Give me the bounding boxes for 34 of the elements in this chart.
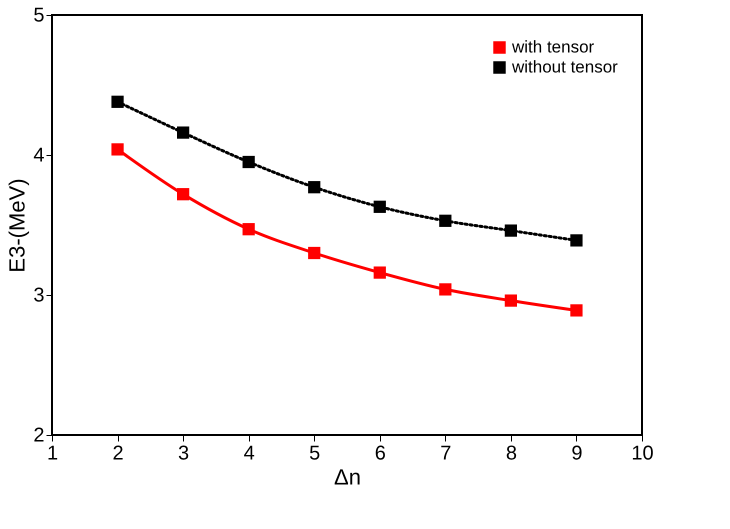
x-tick-label: 5: [309, 442, 320, 464]
y-axis-title: E3-(MeV): [4, 178, 30, 273]
y-tick-label: 3: [33, 284, 44, 306]
legend-label: with tensor: [511, 38, 595, 56]
point: [242, 156, 255, 168]
point: [374, 266, 386, 279]
x-tick-label: 2: [112, 442, 124, 464]
point: [242, 223, 255, 236]
x-axis-title: Δn: [334, 464, 361, 490]
y-tick-label: 5: [33, 4, 44, 26]
point: [176, 188, 190, 200]
point: [176, 126, 190, 139]
x-tick-label: 3: [178, 442, 190, 464]
point: [439, 283, 452, 296]
x-tick-label: 4: [244, 442, 255, 464]
x-tick-label: 1: [46, 442, 58, 464]
y-tick-label: 2: [33, 424, 44, 446]
point: [111, 143, 124, 156]
legend-label: without tensor: [511, 58, 618, 76]
x-tick-label: 8: [506, 442, 517, 464]
point: [570, 234, 583, 247]
point: [439, 214, 452, 227]
point: [374, 200, 386, 213]
point: [504, 294, 518, 307]
point: [111, 96, 124, 108]
y-tick-label: 4: [33, 144, 44, 166]
point: [308, 181, 320, 194]
x-tick-label: 9: [571, 442, 583, 464]
x-tick-label: 6: [374, 442, 386, 464]
point: [570, 304, 583, 317]
point: [504, 224, 518, 237]
x-tick-label: 7: [440, 442, 452, 464]
point: [308, 246, 320, 260]
x-tick-label: 10: [631, 442, 654, 464]
